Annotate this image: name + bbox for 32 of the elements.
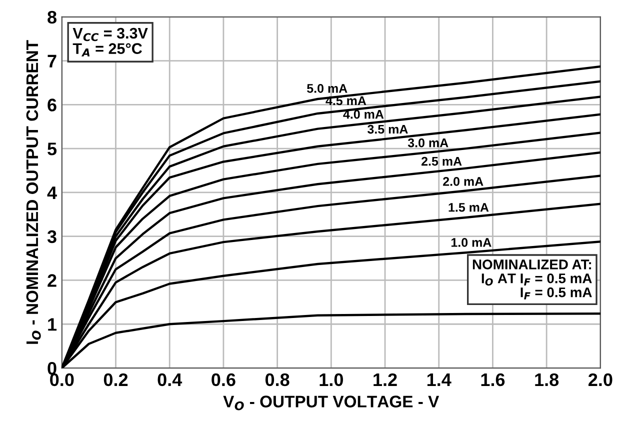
annotation: 3.0 mA [408, 138, 448, 148]
annotation: 3.5 mA [368, 124, 408, 134]
x-tick-label: 0.0 [50, 373, 74, 386]
y-tick-label: 0 [48, 362, 56, 375]
x-axis-title: V$_{O}$ - OUTPUT VOLTAGE - V [223, 396, 440, 410]
annotation: 5.0 mA [307, 84, 348, 93]
x-tick-label: 1.6 [481, 373, 505, 386]
annotation: 1.0 mA [451, 238, 492, 247]
y-tick-label: 7 [48, 54, 56, 68]
x-tick-label: 0.4 [158, 373, 182, 386]
annotation: 2.5 mA [422, 156, 462, 166]
text: V$_{CC}$ = 3.3V T$_{A}$ = 25°C [72, 28, 148, 56]
x-tick-label: 1.4 [427, 374, 452, 386]
y-axis-title: I$_{O}$ - NOMINALIZED OUTPUT CURRENT [26, 40, 41, 344]
text: NOMINALIZED AT: I$_{O}$ AT I$_{F}$ = 0.5 mA I$_{F}$ = 0.5 mA [472, 260, 592, 300]
x-tick-label: 2.0 [588, 373, 612, 386]
x-tick-label: 0.8 [265, 373, 290, 386]
x-tick-label: 1.0 [320, 373, 343, 386]
y-tick-label: 4 [47, 186, 57, 200]
x-tick-label: 0.2 [104, 373, 128, 386]
annotation: 1.5 mA [448, 203, 489, 212]
y-tick-label: 2 [48, 274, 56, 287]
x-tick-label: 0.6 [212, 373, 236, 386]
y-tick-label: 6 [48, 98, 56, 112]
annotation: 2.0 mA [443, 177, 484, 186]
x-tick-label: 1.8 [535, 373, 559, 386]
y-tick-label: 5 [48, 142, 57, 156]
y-tick-label: 3 [47, 230, 56, 244]
y-tick-label: 1 [48, 318, 57, 331]
x-tick-label: 1.2 [374, 373, 397, 386]
annotation: 4.0 mA [343, 110, 384, 119]
y-tick-label: 8 [48, 10, 56, 24]
